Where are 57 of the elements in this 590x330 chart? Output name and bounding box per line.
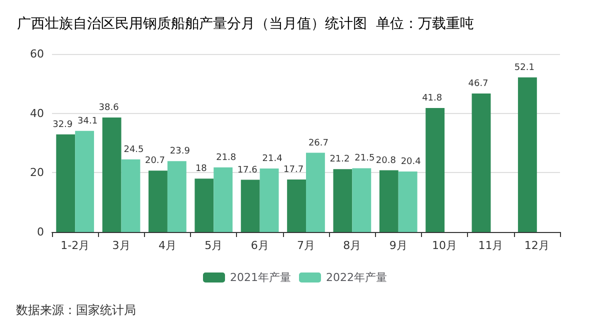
data-label: 18 [195, 164, 208, 174]
y-tick-label: 40 [30, 106, 44, 120]
y-tick-label: 20 [30, 166, 44, 180]
legend-label: 2022年产量 [326, 271, 387, 284]
x-tick-label: 4月 [158, 239, 176, 252]
bar [240, 180, 260, 232]
x-tick-label: 12月 [524, 239, 550, 252]
data-label: 24.5 [124, 144, 144, 155]
bar [287, 179, 306, 232]
bar [379, 170, 398, 232]
x-tick-label: 7月 [297, 239, 315, 252]
bar [518, 77, 537, 232]
data-label: 20.4 [400, 156, 422, 167]
data-label: 41.8 [422, 93, 442, 104]
data-label: 21.8 [216, 152, 236, 163]
bar [214, 167, 233, 232]
x-tick-label: 1-2月 [60, 239, 90, 252]
bar [426, 108, 445, 232]
x-tick-label: 8月 [343, 239, 362, 252]
data-label: 17.6 [237, 165, 258, 176]
y-tick-label: 60 [30, 48, 44, 60]
bar [167, 161, 186, 232]
x-tick-label: 9月 [389, 239, 408, 252]
data-label: 21.5 [354, 154, 375, 164]
bar [472, 93, 491, 232]
x-tick-label: 3月 [112, 239, 130, 252]
bar [121, 159, 140, 232]
bar [333, 169, 352, 232]
bar [260, 168, 279, 232]
data-label: 20.8 [376, 156, 396, 166]
data-label: 46.7 [468, 78, 488, 89]
x-tick-label: 11月 [478, 239, 504, 252]
bar [56, 134, 76, 232]
bar [75, 130, 94, 232]
data-label: 34.1 [78, 116, 98, 126]
x-tick-label: 10月 [432, 239, 458, 252]
data-label: 26.7 [308, 138, 328, 148]
bar [398, 171, 418, 232]
data-label: 32.9 [52, 120, 73, 130]
y-tick-label: 0 [37, 226, 44, 238]
x-tick-label: 5月 [204, 239, 223, 252]
x-tick-label: 6月 [250, 239, 269, 252]
data-label: 17.7 [284, 164, 304, 175]
bar [306, 152, 325, 232]
data-label: 38.6 [98, 102, 120, 113]
bar [102, 117, 122, 232]
data-label: 21.2 [330, 154, 350, 165]
data-label: 23.9 [170, 146, 190, 157]
chart-title: 广西壮族自治区民用钢质船舶产量分月（当月值）统计图 单位：万载重吨 [17, 16, 474, 32]
legend-label: 2021年产量 [230, 271, 292, 284]
bar [352, 168, 372, 232]
data-label: 52.1 [514, 62, 534, 73]
bar [194, 178, 214, 232]
bar [148, 170, 168, 232]
data-label: 21.4 [262, 154, 283, 164]
source-note: 数据来源：国家统计局 [16, 303, 136, 317]
data-label: 20.7 [144, 156, 166, 166]
